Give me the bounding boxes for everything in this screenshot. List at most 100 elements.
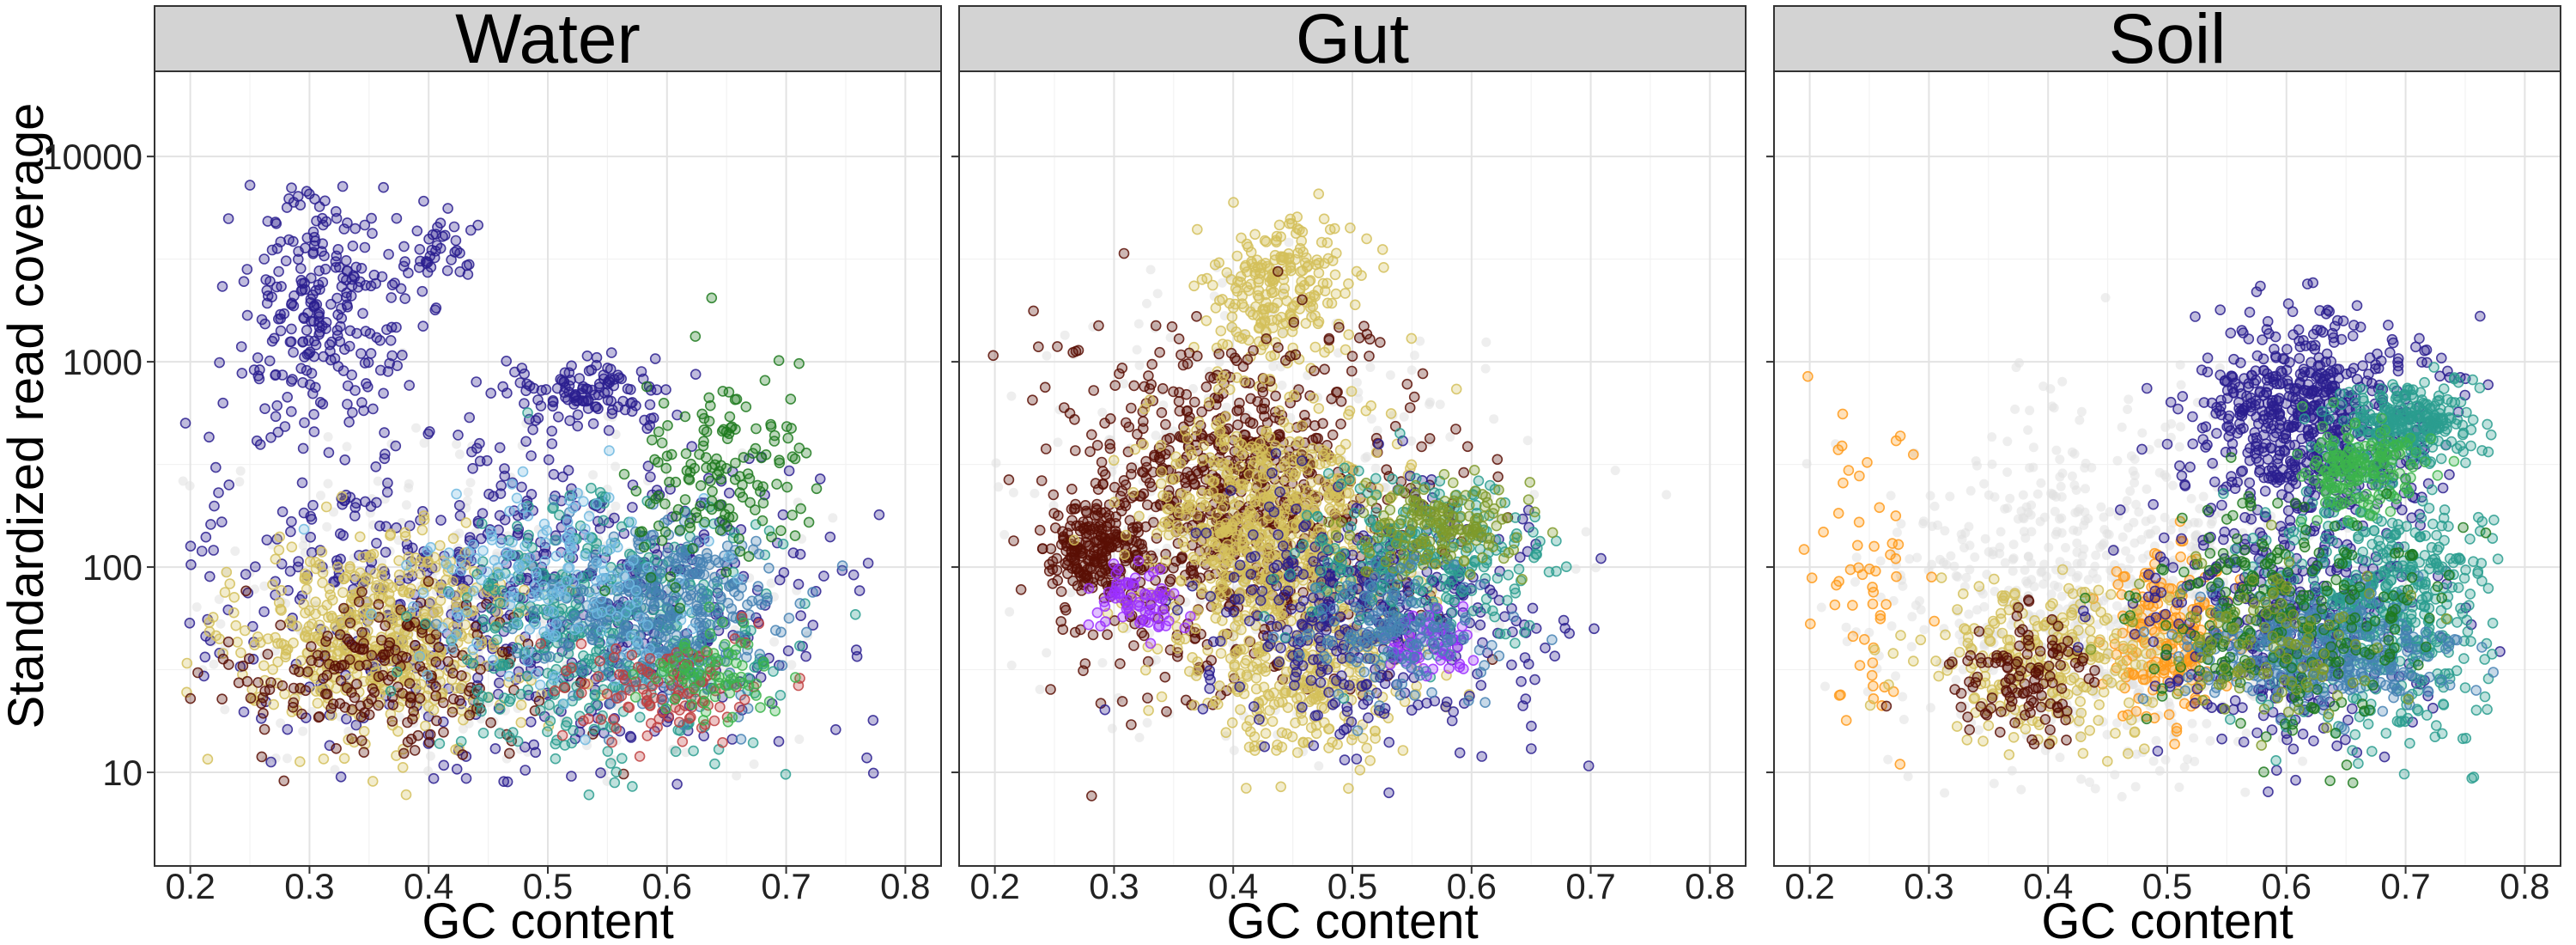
data-point xyxy=(216,516,228,527)
data-point xyxy=(612,581,624,593)
data-point xyxy=(339,454,351,466)
data-point xyxy=(574,622,585,633)
data-point xyxy=(599,585,611,597)
data-point xyxy=(511,617,523,629)
data-point xyxy=(418,195,429,207)
data-point xyxy=(268,698,280,710)
data-point xyxy=(431,715,442,727)
data-point xyxy=(546,425,558,437)
data-point xyxy=(734,546,746,558)
data-point xyxy=(271,399,283,412)
data-point xyxy=(528,739,540,751)
data-point xyxy=(1119,379,1129,389)
data-point xyxy=(344,617,356,629)
data-point xyxy=(634,751,646,762)
data-point xyxy=(442,203,453,214)
data-point xyxy=(750,690,762,701)
data-point xyxy=(485,716,496,729)
data-point xyxy=(496,646,508,658)
data-point xyxy=(774,457,786,469)
data-point xyxy=(1581,527,1591,537)
data-point xyxy=(416,285,428,297)
data-point xyxy=(296,277,308,290)
data-point xyxy=(373,476,383,486)
data-point xyxy=(630,399,641,412)
data-point xyxy=(332,243,344,255)
data-point xyxy=(550,550,562,562)
data-point xyxy=(276,506,289,518)
data-point xyxy=(1346,365,1358,377)
data-point xyxy=(1294,284,1306,296)
data-point xyxy=(803,516,815,528)
data-point xyxy=(594,655,605,667)
data-point xyxy=(312,698,324,709)
data-point xyxy=(651,384,663,396)
data-point xyxy=(622,383,634,395)
data-point xyxy=(1118,247,1130,259)
data-point xyxy=(346,733,358,745)
data-point xyxy=(411,423,421,433)
data-point xyxy=(415,568,426,580)
data-point xyxy=(1297,294,1308,306)
data-point xyxy=(1214,295,1225,307)
data-point xyxy=(787,451,799,463)
data-point xyxy=(302,632,314,643)
data-point xyxy=(1489,414,1499,424)
data-point xyxy=(343,416,355,428)
data-point xyxy=(297,376,308,388)
data-point xyxy=(1070,445,1081,456)
data-point xyxy=(546,438,558,449)
data-point xyxy=(680,448,692,460)
data-point xyxy=(336,711,345,722)
data-point xyxy=(338,573,350,584)
data-point xyxy=(720,680,731,691)
data-point xyxy=(1273,219,1285,231)
data-point xyxy=(709,571,720,583)
data-point xyxy=(378,181,389,193)
data-point xyxy=(515,699,527,710)
data-point xyxy=(1343,329,1354,340)
data-point xyxy=(630,485,642,497)
data-point xyxy=(850,644,862,655)
data-point xyxy=(330,256,342,267)
data-point xyxy=(1143,370,1154,381)
data-point xyxy=(566,360,577,372)
facet-strip-label: Water xyxy=(455,0,641,78)
data-point xyxy=(781,481,793,493)
data-point xyxy=(1399,412,1409,422)
data-point xyxy=(598,515,610,527)
data-point xyxy=(1200,314,1212,326)
data-point xyxy=(495,537,507,549)
data-point xyxy=(1277,381,1287,390)
data-point xyxy=(270,281,283,293)
data-point xyxy=(356,626,368,638)
data-point xyxy=(1123,421,1135,433)
data-point xyxy=(366,649,378,662)
data-point xyxy=(1321,237,1334,248)
data-point xyxy=(818,570,829,582)
data-point xyxy=(563,562,575,574)
data-point xyxy=(384,637,396,649)
data-point xyxy=(1228,197,1239,208)
data-point xyxy=(344,561,355,572)
data-point xyxy=(1105,412,1116,424)
data-point xyxy=(258,723,270,735)
data-point xyxy=(1365,363,1376,372)
data-point xyxy=(520,436,532,448)
data-point xyxy=(1492,471,1504,483)
data-point xyxy=(1346,351,1358,363)
data-point xyxy=(590,698,602,710)
data-point xyxy=(705,475,716,487)
data-point xyxy=(629,692,641,703)
data-point xyxy=(382,674,394,686)
data-point xyxy=(1356,270,1367,282)
data-point xyxy=(235,647,246,659)
data-point xyxy=(625,732,637,743)
data-point xyxy=(185,540,197,552)
data-point xyxy=(535,637,547,649)
data-point xyxy=(516,481,527,493)
data-point xyxy=(422,576,434,588)
data-point xyxy=(800,447,812,459)
data-point xyxy=(204,431,215,443)
data-point xyxy=(314,396,326,408)
